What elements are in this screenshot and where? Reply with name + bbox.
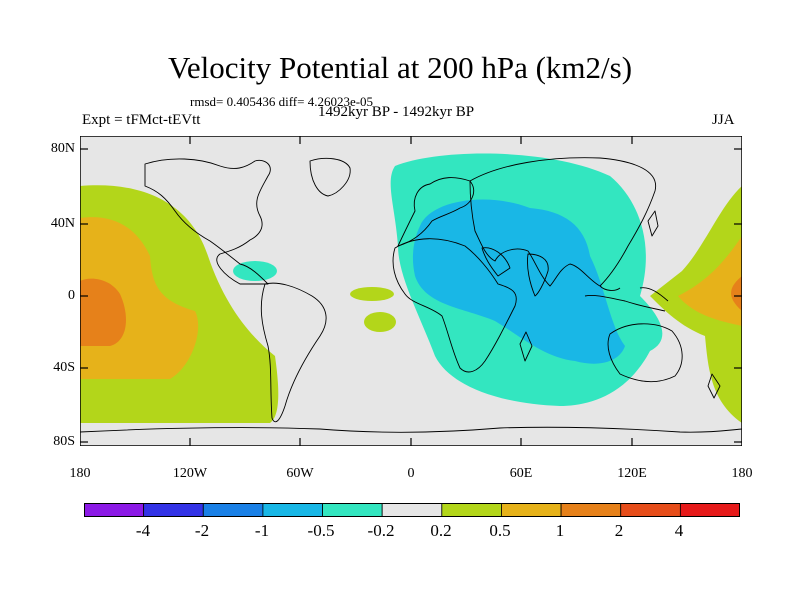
- colorbar-label-neg2: -2: [194, 521, 210, 540]
- lat-label-80n: 80N: [50, 141, 75, 156]
- lat-label-40n: 40N: [50, 216, 75, 231]
- negative-patch-caribbean: [233, 261, 277, 281]
- lat-label-40s: 40S: [53, 360, 75, 375]
- colorbar: [84, 503, 740, 517]
- new-zealand-coast: [707, 373, 721, 399]
- lon-label-180e: 180: [731, 466, 753, 481]
- lon-label-60e: 60E: [509, 466, 533, 481]
- positive-patch-atlantic-south: [364, 312, 396, 332]
- asia-coast: [469, 157, 657, 287]
- colorbar-box: [679, 503, 740, 517]
- india-coast: [527, 253, 549, 297]
- colorbar-label-neg0-5: -0.5: [307, 521, 335, 540]
- colorbar-box: [84, 503, 145, 517]
- lon-label-120e: 120E: [617, 466, 647, 481]
- lon-label-120w: 120W: [172, 466, 208, 481]
- north-america-coast: [144, 158, 271, 285]
- negative-anomaly-core: [412, 199, 625, 364]
- indonesia-coast: [584, 285, 669, 312]
- colorbar-box: [381, 503, 443, 517]
- colorbar-label-0-2: 0.2: [430, 521, 452, 540]
- lat-label-0: 0: [68, 288, 75, 303]
- colorbar-box: [560, 503, 622, 517]
- positive-anomaly-east-core: [731, 276, 742, 311]
- colorbar-box: [620, 503, 681, 517]
- colorbar-label-neg4: -4: [135, 521, 151, 540]
- lon-label-60w: 60W: [286, 466, 314, 481]
- plot-title: Velocity Potential at 200 hPa (km2/s): [167, 50, 633, 85]
- south-america-coast: [260, 282, 327, 423]
- colorbar-label-0-5: 0.5: [489, 521, 511, 540]
- colorbar-label-neg0-2: -0.2: [367, 521, 395, 540]
- positive-anomaly-pacific-core: [80, 278, 126, 346]
- map-panel: [80, 136, 742, 446]
- australia-coast: [607, 323, 683, 383]
- positive-anomaly-east-mid: [678, 236, 742, 326]
- colorbar-label-4: 4: [674, 521, 684, 540]
- madagascar-coast: [519, 331, 533, 362]
- africa-coast: [392, 238, 517, 373]
- japan-coast: [647, 210, 659, 237]
- period-label: 1492kyr BP - 1492kyr BP: [318, 104, 475, 120]
- lon-label-0: 0: [407, 466, 415, 481]
- colorbar-label-2: 2: [614, 521, 624, 540]
- colorbar-box: [202, 503, 264, 517]
- positive-patch-atlantic-north: [350, 287, 394, 301]
- colorbar-label-neg1: -1: [254, 521, 270, 540]
- season-label: JJA: [712, 112, 735, 128]
- lat-label-80s: 80S: [53, 434, 75, 449]
- greenland-coast: [309, 157, 351, 197]
- map-ticks: [80, 136, 742, 446]
- arabia-coast: [481, 247, 511, 277]
- colorbar-box: [501, 503, 562, 517]
- experiment-label: Expt = tFMct-tEVtt: [82, 112, 201, 128]
- lon-label-180w: 180: [69, 466, 91, 481]
- stats-line: rmsd= 0.405436 diff= 4.26023e-05: [190, 94, 374, 109]
- colorbar-label-1: 1: [555, 521, 565, 540]
- colorbar-box: [143, 503, 204, 517]
- antarctica-coast: [80, 426, 742, 433]
- colorbar-box: [262, 503, 323, 517]
- coastlines: [80, 157, 742, 433]
- colorbar-box: [441, 503, 502, 517]
- colorbar-box: [322, 503, 383, 517]
